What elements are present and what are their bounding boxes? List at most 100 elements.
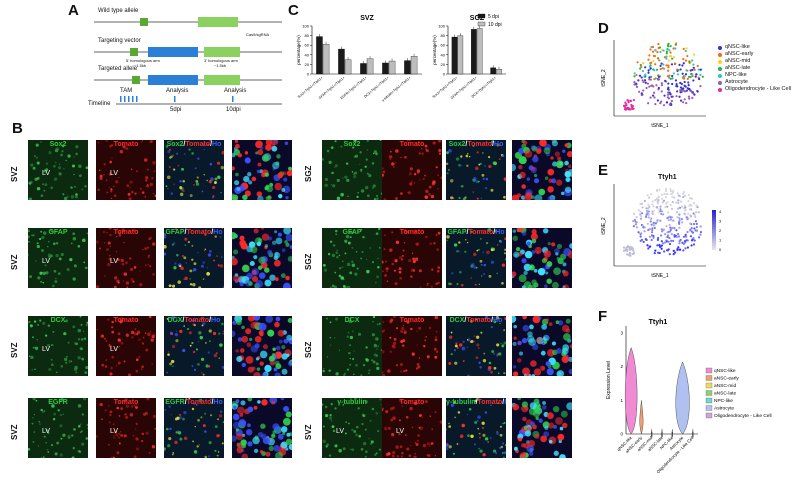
- tile-title-part: Ho: [212, 141, 222, 148]
- texture-dot: [408, 259, 412, 262]
- texture-dot: [239, 239, 246, 247]
- texture-dot: [490, 326, 493, 329]
- tile-title-part: GFAP: [447, 229, 467, 236]
- tsne-e-point: [671, 195, 674, 198]
- texture-dot: [113, 430, 117, 434]
- tsne-d-point: [674, 47, 677, 50]
- texture-dot: [438, 148, 442, 153]
- tsne-e-point: [662, 199, 666, 202]
- tsne-e-point: [694, 215, 697, 219]
- tsne-d-point: [648, 65, 652, 68]
- texture-dot: [146, 168, 149, 171]
- texture-dot: [117, 361, 121, 365]
- texture-dot: [561, 355, 570, 363]
- texture-dot: [257, 238, 262, 243]
- tsne-e-point: [632, 219, 635, 223]
- texture-dot: [383, 198, 387, 200]
- texture-dot: [398, 270, 402, 274]
- texture-dot: [67, 341, 70, 344]
- tsne-d-point: [678, 95, 681, 98]
- texture-dot: [113, 285, 117, 288]
- tile-title-part: Tomato: [477, 399, 503, 406]
- tsne-d-point: [666, 48, 669, 51]
- tile-merge-texture: [448, 316, 506, 376]
- texture-dot: [324, 177, 328, 182]
- texture-dot: [408, 454, 412, 458]
- texture-dot: [30, 163, 34, 167]
- texture-dot: [458, 241, 461, 244]
- texture-dot: [382, 260, 384, 264]
- tsne-e-point: [690, 204, 693, 207]
- texture-dot: [482, 453, 486, 457]
- texture-dot: [241, 264, 250, 273]
- texture-dot: [218, 434, 221, 436]
- texture-dot: [281, 345, 286, 350]
- texture-dot: [547, 195, 555, 200]
- tsne-e-point: [681, 221, 684, 224]
- tsne-e-point: [695, 225, 698, 229]
- texture-dot: [193, 368, 197, 372]
- texture-dot: [430, 442, 434, 445]
- texture-dot: [116, 279, 120, 283]
- texture-dot: [212, 196, 214, 199]
- texture-dot: [164, 449, 166, 452]
- texture-dot: [372, 152, 375, 155]
- tsne-e-point: [645, 207, 648, 210]
- texture-dot: [348, 319, 353, 324]
- texture-dot: [554, 151, 560, 157]
- texture-dot: [55, 253, 59, 258]
- texture-dot: [149, 265, 152, 268]
- texture-dot: [448, 335, 453, 339]
- texture-dot: [418, 426, 421, 429]
- texture-dot: [28, 229, 31, 233]
- texture-dot: [548, 178, 553, 183]
- texture-dot: [395, 364, 399, 367]
- texture-dot: [107, 262, 111, 267]
- texture-dot: [435, 166, 438, 169]
- texture-dot: [193, 262, 197, 266]
- texture-dot: [75, 145, 79, 149]
- violin-shape: [624, 347, 638, 435]
- texture-dot: [136, 423, 138, 426]
- tsne-d-point: [669, 45, 672, 48]
- texture-dot: [152, 272, 155, 276]
- texture-dot: [129, 180, 133, 184]
- texture-dot: [347, 331, 350, 334]
- texture-dot: [417, 434, 420, 437]
- tsne-e-point: [640, 232, 643, 235]
- legend-label: aNSC-late: [725, 65, 751, 71]
- tsne-e-point: [672, 189, 675, 193]
- tile-tomato-texture: [382, 140, 442, 200]
- texture-dot: [50, 229, 53, 232]
- tsne-e-point: [688, 204, 691, 207]
- texture-dot: [175, 431, 178, 434]
- texture-dot: [195, 403, 198, 406]
- texture-dot: [331, 253, 336, 258]
- texture-dot: [241, 335, 249, 343]
- texture-dot: [220, 165, 224, 170]
- texture-dot: [70, 186, 73, 189]
- texture-dot: [382, 350, 385, 354]
- texture-dot: [38, 420, 41, 423]
- texture-dot: [424, 400, 428, 404]
- texture-dot: [512, 235, 519, 242]
- texture-dot: [454, 344, 458, 348]
- texture-dot: [251, 268, 260, 276]
- texture-dot: [334, 407, 337, 410]
- tsne-e-point: [674, 201, 678, 204]
- texture-dot: [551, 341, 556, 346]
- texture-dot: [269, 182, 274, 187]
- d5-label: 5dpi: [170, 107, 182, 113]
- texture-dot: [199, 335, 204, 340]
- tile-title-part: Ho: [504, 399, 506, 406]
- texture-dot: [565, 318, 571, 324]
- texture-dot: [344, 175, 348, 179]
- texture-dot: [135, 170, 139, 173]
- tsne-d-point: [657, 78, 661, 81]
- tsne-e-point: [648, 205, 651, 208]
- tam-label: TAM: [120, 88, 133, 94]
- texture-dot: [63, 196, 68, 200]
- texture-dot: [351, 448, 355, 452]
- tsne-e-point: [659, 234, 663, 237]
- tsne-d-point: [689, 75, 692, 79]
